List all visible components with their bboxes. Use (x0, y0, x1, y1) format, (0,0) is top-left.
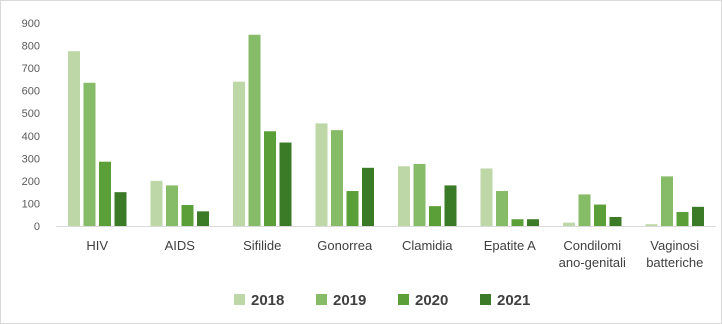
x-category-label: AIDS (165, 238, 196, 253)
x-category-label: batteriche (646, 255, 703, 270)
bar (444, 185, 457, 226)
bar (99, 161, 111, 226)
bar (594, 204, 606, 226)
bar (279, 142, 292, 226)
x-category-label: Clamidia (402, 238, 453, 253)
y-tick-label: 0 (34, 221, 40, 233)
bar (233, 81, 245, 227)
y-tick-label: 800 (22, 41, 40, 53)
y-tick-label: 900 (22, 18, 40, 30)
bar (429, 206, 441, 226)
bar (197, 211, 209, 226)
x-category-label: Epatite A (484, 238, 536, 253)
bar (578, 194, 591, 226)
bar (609, 216, 622, 226)
x-category-label: ano-genitali (559, 255, 626, 270)
x-category-label: Condilomi (563, 238, 621, 253)
y-tick-label: 500 (22, 108, 40, 120)
legend-label: 2021 (497, 292, 530, 309)
bar (398, 166, 410, 226)
bar (362, 167, 374, 226)
legend-label: 2019 (333, 292, 366, 309)
bar (181, 205, 194, 226)
y-tick-label: 400 (22, 131, 40, 143)
bar (68, 51, 80, 226)
y-tick-label: 600 (22, 86, 40, 98)
bar (692, 206, 704, 226)
bar (645, 224, 658, 226)
bar (676, 212, 689, 226)
bar (480, 168, 493, 226)
legend-swatch (480, 294, 491, 305)
x-category-label: Gonorrea (317, 238, 373, 253)
legend-swatch (398, 294, 409, 305)
bar (114, 192, 127, 226)
legend-swatch (316, 294, 327, 305)
legend-swatch (234, 294, 245, 305)
bar (563, 222, 575, 226)
bar (511, 219, 524, 226)
bar (248, 34, 261, 227)
x-category-label: Sifilide (243, 238, 281, 253)
bar (166, 185, 178, 226)
bar (331, 130, 343, 226)
bar (264, 131, 276, 226)
y-tick-label: 700 (22, 63, 40, 75)
bar (661, 176, 673, 226)
legend-label: 2018 (251, 292, 284, 309)
bar (496, 191, 508, 226)
bar (413, 163, 426, 226)
legend-label: 2020 (415, 292, 448, 309)
bar (150, 180, 163, 226)
bar (83, 82, 96, 227)
y-tick-label: 200 (22, 176, 40, 188)
bar (315, 123, 328, 226)
bar (527, 219, 539, 226)
bar (346, 191, 359, 226)
x-category-label: HIV (86, 238, 108, 253)
y-tick-label: 100 (22, 198, 40, 210)
x-category-label: Vaginosi (650, 238, 699, 253)
y-tick-label: 300 (22, 153, 40, 165)
